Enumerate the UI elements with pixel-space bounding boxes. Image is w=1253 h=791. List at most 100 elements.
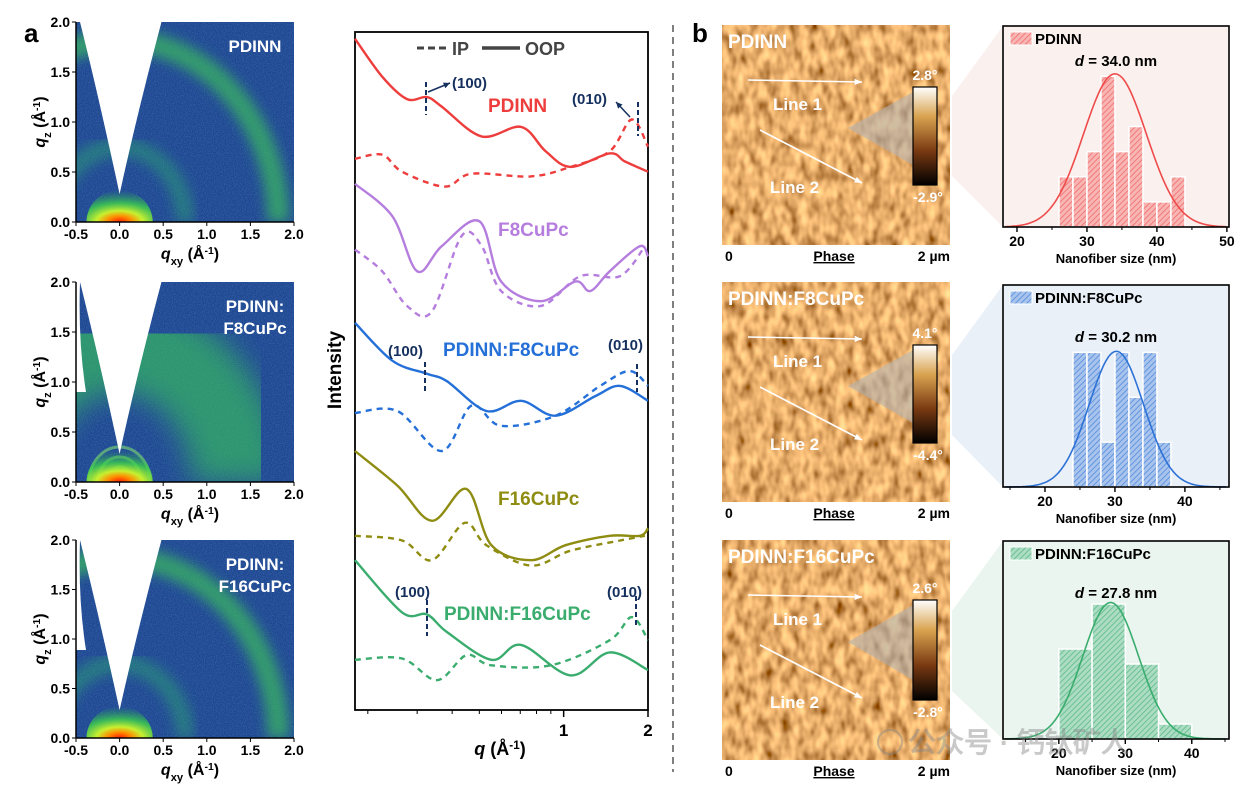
series-f16cupc: F16CuPc	[354, 450, 649, 567]
giwaxs-pdinn-f8cupc-map: PDINN: F8CuPc-0.5 0.0 0.5 1.0 1.5 2.00.00.51.0…	[30, 274, 304, 528]
line-1-label: Line 1	[773, 352, 822, 371]
line-profile-arrow	[759, 644, 863, 699]
plot-frame	[1002, 284, 1230, 488]
zoom-callout	[848, 92, 913, 165]
panel-label-b: b	[692, 18, 708, 48]
y-tick-label: 2.0	[51, 14, 71, 30]
plot-frame	[1002, 540, 1230, 740]
map-title-line: PDINN:	[226, 297, 285, 316]
peak-label: (010)	[572, 91, 607, 108]
mean-size-annotation: d = 34.0 nm	[1075, 53, 1157, 70]
scan-size-label: 2 µm	[918, 248, 950, 264]
x-axis-title-close: )	[214, 246, 219, 263]
series-pdinn: PDINN	[354, 38, 650, 188]
x-tick-label: 0.0	[110, 226, 130, 242]
x-tick-label: 1.0	[197, 486, 217, 502]
x-tick-label: 1	[559, 721, 568, 740]
map-title: PDINN	[229, 37, 282, 56]
x-axis-title-var: q	[161, 246, 171, 263]
scan-size-label: 2 µm	[918, 763, 950, 779]
oop-curve	[354, 322, 649, 417]
x-axis-title-exp: -1	[509, 739, 520, 752]
gaussian-fit-curve	[1005, 72, 1227, 228]
x-axis-title-var: q	[161, 762, 171, 779]
legend-label-oop: OOP	[525, 39, 565, 59]
x-tick-label: 2.0	[284, 486, 304, 502]
hist-pdinn: PDINN d = 34.0 nm 20 30 40 50 Nanofiber size (…	[952, 25, 1235, 266]
mean-size-annotation: d = 30.2 nm	[1075, 329, 1157, 346]
oop-curve	[354, 450, 649, 562]
afm-pdinn-f8cupc-image: PDINN:F8CuPc Line 1 Line 2 4.1° -4.4° 0 Phase 2…	[722, 282, 950, 521]
x-tick-label: 2.0	[284, 226, 304, 242]
x-tick-label: 20	[1037, 493, 1053, 509]
y-axis-title-unit: (Å	[30, 370, 49, 392]
ip-curve	[354, 230, 646, 318]
x-axis-title-close: )	[520, 739, 526, 759]
x-axis-title-exp: -1	[204, 246, 213, 257]
y-axis-title-sub: z	[42, 392, 54, 398]
map-title-line: F16CuPc	[219, 577, 292, 596]
x-axis-title: q (Å-1)	[474, 739, 525, 760]
x-tick-label: 0.5	[153, 226, 173, 242]
legend-label: PDINN:F16CuPc	[1035, 546, 1151, 563]
x-axis-title-exp: -1	[204, 506, 213, 517]
series-label: PDINN:F8CuPc	[443, 340, 580, 361]
series-f8cupc: F8CuPc	[354, 182, 650, 318]
histogram-bar	[1170, 176, 1186, 228]
series-label: F8CuPc	[498, 220, 569, 241]
arrowhead-icon	[854, 335, 862, 342]
histogram-bar	[1142, 351, 1158, 488]
legend: IP OOP	[417, 39, 565, 59]
histogram-bar	[1142, 201, 1158, 228]
x-tick-label: 20	[1009, 233, 1025, 249]
callout-band	[952, 541, 1003, 739]
y-tick-label: 2.0	[51, 274, 71, 290]
map-title-line: PDINN	[229, 37, 282, 56]
x-tick-label: 1.5	[241, 486, 261, 502]
x-tick-label: 0.0	[110, 742, 130, 758]
x-tick-label: 20	[1051, 745, 1067, 761]
mean-size-value: = 27.8 nm	[1084, 585, 1157, 602]
missing-wedge	[80, 540, 162, 710]
line-profile-arrow	[747, 79, 863, 83]
image-title: PDINN:F16CuPc	[728, 547, 875, 568]
histogram-bar	[1086, 351, 1102, 488]
watermark-icon	[877, 729, 903, 755]
missing-wedge	[80, 282, 162, 454]
x-tick-label: 1.5	[241, 226, 261, 242]
ip-curve	[354, 615, 650, 682]
line-profile-arrow	[759, 129, 863, 184]
ip-curve	[354, 369, 649, 453]
y-axis-title-var: q	[32, 138, 49, 148]
colorbar	[912, 599, 938, 701]
y-tick-label: 0.0	[51, 474, 71, 490]
channel-label: Phase	[813, 763, 854, 779]
y-tick-label: 2.0	[51, 532, 71, 548]
image-title: PDINN	[728, 32, 787, 53]
y-tick-label: 1.0	[51, 631, 71, 647]
x-tick-label: 30	[1107, 493, 1123, 509]
histogram-bar	[1156, 201, 1172, 228]
colorbar-min: -4.4°	[913, 447, 943, 463]
legend-label-ip: IP	[452, 39, 469, 59]
x-axis-title: qxy (Å-1)	[161, 504, 219, 528]
peak-label: (010)	[607, 584, 642, 601]
x-axis-title-sub: xy	[171, 772, 184, 784]
scan-start-label: 0	[725, 763, 733, 779]
colorbar-min: -2.9°	[913, 189, 943, 205]
colorbar-min: -2.8°	[913, 704, 943, 720]
x-axis-title: Nanofiber size (nm)	[1056, 251, 1177, 266]
y-tick-label: 1.0	[51, 374, 71, 390]
mean-size-symbol: d	[1075, 53, 1085, 70]
scattering-pattern	[76, 540, 294, 738]
x-axis-title-unit: (Å	[183, 244, 205, 263]
legend-swatch	[1009, 31, 1033, 46]
x-axis-title-unit: (Å	[485, 739, 509, 759]
y-axis-title-close: )	[32, 96, 49, 101]
x-axis-title-var: q	[474, 739, 485, 759]
x-axis-title: qxy (Å-1)	[161, 244, 219, 268]
line-2-label: Line 2	[770, 178, 819, 197]
y-tick-label: 0.0	[51, 214, 71, 230]
y-axis-title-close: )	[32, 613, 49, 618]
colorbar-max: 2.6°	[912, 580, 937, 596]
